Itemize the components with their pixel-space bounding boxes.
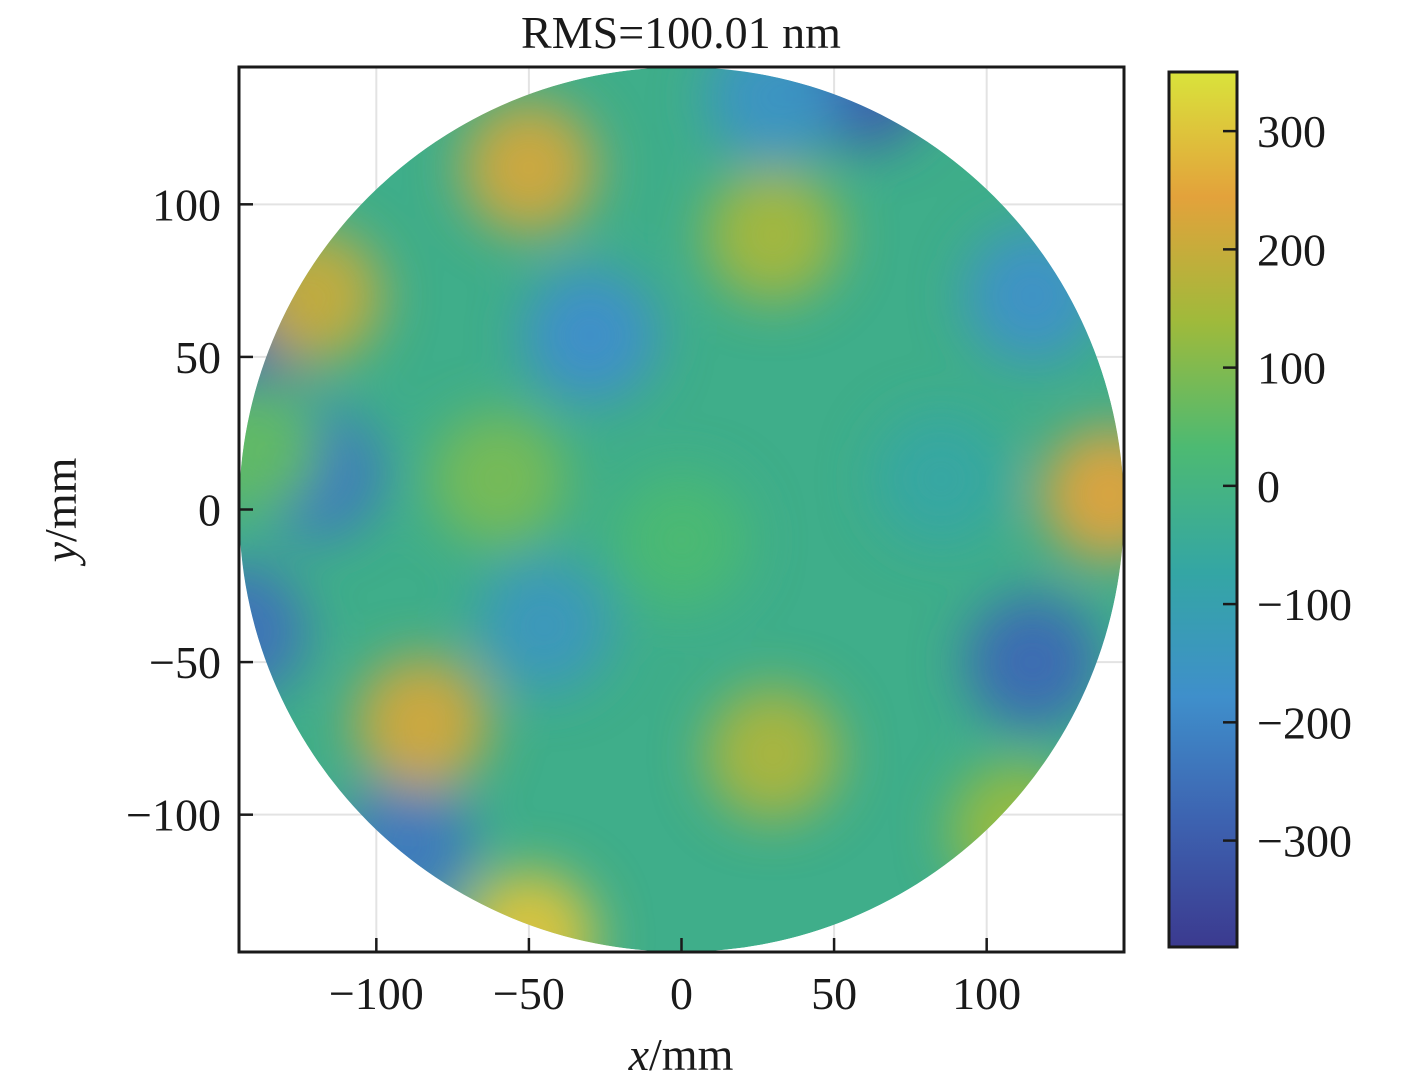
y-axis: −100 −50 0 50 100	[126, 179, 253, 841]
colorbar-tick-label: 0	[1257, 461, 1280, 512]
y-tick-label: 50	[175, 332, 221, 383]
x-tick-label: −50	[493, 968, 565, 1019]
x-tick-label: 50	[811, 968, 857, 1019]
surface-feature-9	[705, 67, 841, 165]
colorbar-tick-label: −200	[1257, 697, 1352, 748]
x-axis-label-unit: /mm	[649, 1029, 734, 1080]
colorbar-frame	[1167, 70, 1239, 949]
surface-feature-19	[431, 411, 566, 547]
y-tick-label: −100	[126, 790, 221, 841]
colorbar-tick-label: 100	[1257, 343, 1326, 394]
surface-feature-12	[705, 167, 841, 302]
y-tick-label: −50	[149, 637, 221, 688]
y-tick-label: 0	[198, 485, 221, 536]
plot-area: −100 −50 0 50 100 −100 −50 0 50 100	[126, 65, 1126, 1019]
surface-feature-0	[522, 268, 658, 403]
surface-feature-14	[354, 655, 490, 791]
chart-title: RMS=100.01 nm	[521, 7, 841, 58]
x-axis-label: x/mm	[628, 1029, 734, 1080]
x-tick-label: 0	[670, 968, 693, 1019]
x-axis-label-var: x	[628, 1029, 650, 1080]
surface-feature-7	[239, 564, 307, 699]
surface-feature-21	[614, 472, 749, 608]
y-tick-label: 100	[152, 179, 221, 230]
y-axis-label-var: y	[35, 541, 86, 566]
surface-feature-4	[965, 594, 1100, 730]
surface-feature-16	[1041, 427, 1124, 562]
x-axis: −100 −50 0 50 100	[329, 938, 1021, 1019]
colorbar-tick-label: 300	[1257, 106, 1326, 157]
surface-feature-2	[477, 558, 612, 693]
surface-feature-15	[705, 686, 841, 821]
colorbar-ticks: 300 200 100 0 −100 −200 −300	[1223, 106, 1352, 867]
x-tick-label: −100	[329, 968, 424, 1019]
colorbar: 300 200 100 0 −100 −200 −300	[1167, 70, 1352, 949]
y-axis-label-unit: /mm	[35, 457, 86, 542]
surface-feature-20	[239, 381, 322, 516]
colorbar-tick-label: −300	[1257, 816, 1352, 867]
colorbar-tick-label: −100	[1257, 579, 1352, 630]
surface-feature-11	[461, 100, 597, 235]
surface-feature-10	[873, 411, 1009, 547]
colorbar-gradient	[1169, 72, 1237, 947]
y-axis-label: y/mm	[35, 457, 86, 566]
colorbar-tick-label: 200	[1257, 224, 1326, 275]
x-tick-label: 100	[952, 968, 1021, 1019]
